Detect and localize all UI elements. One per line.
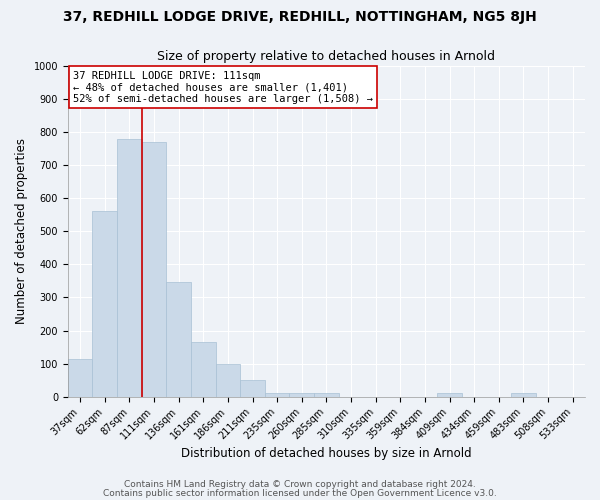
Bar	[92, 212, 117, 397]
Y-axis label: Number of detached properties: Number of detached properties	[15, 138, 28, 324]
Bar	[142, 142, 166, 397]
Bar	[240, 380, 265, 397]
Bar	[117, 139, 142, 397]
Text: Contains public sector information licensed under the Open Government Licence v3: Contains public sector information licen…	[103, 489, 497, 498]
Text: Contains HM Land Registry data © Crown copyright and database right 2024.: Contains HM Land Registry data © Crown c…	[124, 480, 476, 489]
Bar	[511, 394, 536, 397]
Bar	[289, 394, 314, 397]
Bar	[265, 392, 289, 397]
X-axis label: Distribution of detached houses by size in Arnold: Distribution of detached houses by size …	[181, 447, 472, 460]
Bar	[437, 394, 462, 397]
Bar	[191, 342, 215, 397]
Title: Size of property relative to detached houses in Arnold: Size of property relative to detached ho…	[157, 50, 496, 63]
Text: 37, REDHILL LODGE DRIVE, REDHILL, NOTTINGHAM, NG5 8JH: 37, REDHILL LODGE DRIVE, REDHILL, NOTTIN…	[63, 10, 537, 24]
Bar	[166, 282, 191, 397]
Bar	[215, 364, 240, 397]
Text: 37 REDHILL LODGE DRIVE: 111sqm
← 48% of detached houses are smaller (1,401)
52% : 37 REDHILL LODGE DRIVE: 111sqm ← 48% of …	[73, 70, 373, 104]
Bar	[314, 394, 339, 397]
Bar	[68, 360, 92, 397]
